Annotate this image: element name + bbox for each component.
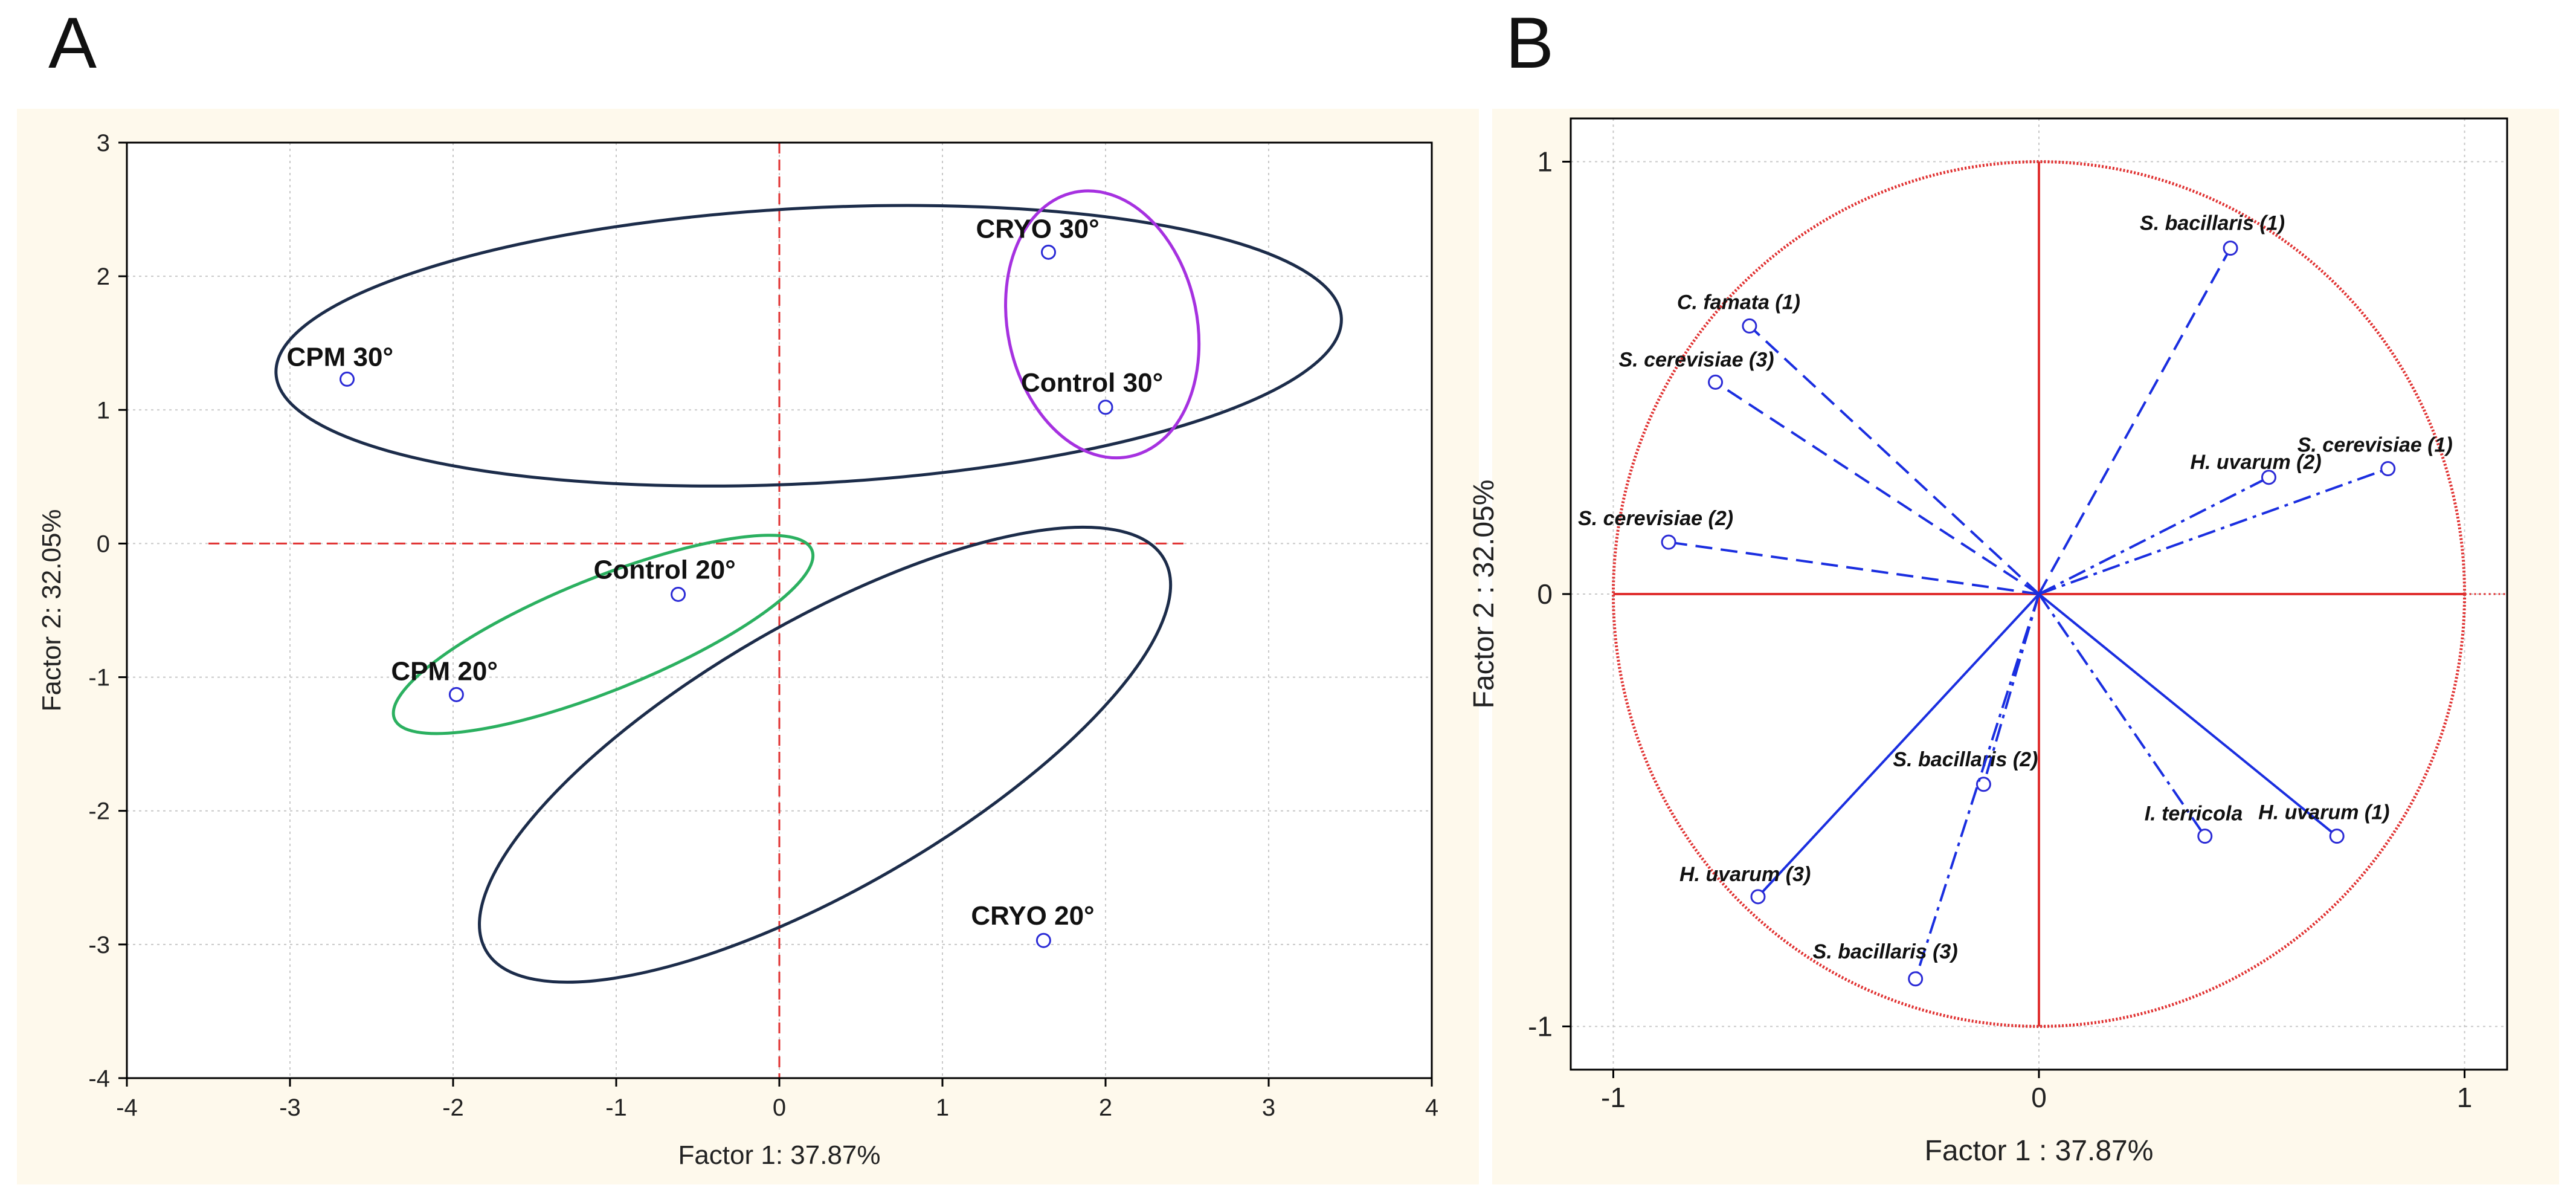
vector-point-h-uvarum-3 (1750, 889, 1766, 905)
vector-label-s-bacillaris-3: S. bacillaris (3) (1813, 940, 1958, 963)
panel-b-y-tick-label: 1 (1537, 146, 1553, 178)
point-label-cryo-20: CRYO 20° (971, 901, 1094, 931)
panel-a-label: A (48, 2, 97, 83)
panel-a-y-tick-label: 1 (97, 397, 110, 424)
vector-label-h-uvarum-3: H. uvarum (3) (1679, 863, 1811, 886)
vector-point-s-bacillaris-2 (1975, 777, 1991, 792)
panel-a-ellipse-1 (274, 204, 1343, 488)
point-cpm-20 (448, 687, 464, 702)
panel-a-x-tick-label: -1 (605, 1094, 627, 1121)
panel-a-x-axis-label: Factor 1: 37.87% (678, 1140, 880, 1170)
point-cpm-30 (340, 371, 355, 387)
panel-a-x-tick-label: 0 (773, 1094, 786, 1121)
panel-b-y-tick-label: -1 (1528, 1010, 1553, 1042)
vector-label-s-cerevisiae-3: S. cerevisiae (3) (1619, 348, 1774, 371)
vector-point-s-bacillaris-3 (1908, 971, 1924, 987)
vector-s-cerevisiae-1 (2038, 467, 2389, 595)
vector-c-famata-1 (1748, 325, 2040, 595)
vector-i-terricola (2038, 593, 2206, 837)
vector-h-uvarum-2 (2038, 476, 2270, 595)
point-label-cryo-30: CRYO 30° (976, 214, 1100, 244)
panel-a-ellipse-2 (1004, 189, 1201, 460)
vector-label-s-bacillaris-1: S. bacillaris (1) (2140, 212, 2285, 235)
point-label-control-30: Control 30° (1021, 368, 1163, 398)
vector-point-s-bacillaris-1 (2223, 241, 2238, 256)
panel-a-x-tick-label: 1 (936, 1094, 949, 1121)
panel-a-y-tick-label: -1 (88, 665, 110, 691)
point-label-control-20: Control 20° (594, 555, 736, 584)
vector-point-h-uvarum-2 (2261, 470, 2276, 485)
point-control-20 (671, 586, 686, 602)
panel-a-y-tick-label: -3 (88, 932, 110, 958)
vector-label-h-uvarum-1: H. uvarum (1) (2258, 801, 2389, 824)
panel-a-x-tick-label: 3 (1262, 1094, 1275, 1121)
panel-a-x-tick-label: 2 (1099, 1094, 1112, 1121)
vector-h-uvarum-3 (1757, 593, 2040, 898)
vector-s-cerevisiae-3 (1715, 381, 2040, 595)
vector-point-s-cerevisiae-1 (2380, 461, 2396, 477)
panel-a-x-tick-label: 4 (1425, 1094, 1438, 1121)
panel-b-x-tick-label: 1 (2457, 1082, 2473, 1113)
panel-a-y-tick-label: -2 (88, 798, 110, 825)
panel-b-y-axis-label: Factor 2 : 32.05% (1468, 480, 1500, 709)
vector-s-cerevisiae-2 (1668, 541, 2040, 595)
panel-a-x-tick-label: -4 (116, 1094, 138, 1121)
vector-label-s-cerevisiae-1: S. cerevisiae (1) (2297, 434, 2453, 457)
vector-point-i-terricola (2197, 829, 2213, 844)
point-label-cpm-30: CPM 30° (287, 342, 394, 372)
panel-a-ellipse-4 (391, 534, 815, 735)
vector-s-bacillaris-1 (2038, 247, 2232, 595)
vector-label-c-famata-1: C. famata (1) (1677, 291, 1800, 314)
panel-a-y-tick-label: 3 (97, 130, 110, 157)
panel-a-y-tick-label: 2 (97, 263, 110, 290)
vector-label-s-cerevisiae-2: S. cerevisiae (2) (1578, 507, 1733, 530)
point-cryo-30 (1041, 244, 1056, 260)
panel-b-chart: S. bacillaris (1) C. famata (1) S. cerevis… (1468, 109, 2559, 1184)
panel-a-ellipse-3 (478, 525, 1173, 984)
point-label-cpm-20: CPM 20° (391, 656, 498, 686)
panel-b-x-axis-label: Factor 1 : 37.87% (1925, 1135, 2154, 1167)
panel-a-x-tick-label: -3 (279, 1094, 301, 1121)
panel-b-label: B (1505, 2, 1554, 83)
panel-b-y-tick-label: 0 (1537, 578, 1553, 610)
vector-point-s-cerevisiae-3 (1708, 374, 1724, 390)
point-cryo-20 (1035, 932, 1051, 948)
vector-label-h-uvarum-2: H. uvarum (2) (2190, 451, 2321, 474)
vector-point-h-uvarum-1 (2329, 829, 2345, 844)
panel-a-chart: -4 -3 -2 -1 0 1 2 3 4 3 2 1 0 -1 -2 -3 -4 Factor 1: 37.87… (17, 109, 1479, 1184)
vector-point-c-famata-1 (1742, 318, 1757, 334)
panel-a-x-tick-label: -2 (442, 1094, 464, 1121)
vector-point-s-cerevisiae-2 (1661, 534, 1676, 550)
vector-h-uvarum-1 (2038, 593, 2338, 838)
point-control-30 (1098, 399, 1113, 415)
panel-a-y-tick-label: 0 (97, 531, 110, 557)
panel-b-x-tick-label: 0 (2031, 1082, 2047, 1113)
panel-a-y-tick-label: -4 (88, 1065, 110, 1092)
panel-a-y-axis-label: Factor 2: 32.05% (37, 509, 66, 711)
vector-label-s-bacillaris-2: S. bacillaris (2) (1893, 748, 2038, 771)
vector-label-i-terricola: I. terricola (2145, 803, 2243, 826)
panel-b-x-tick-label: -1 (1601, 1082, 1626, 1113)
